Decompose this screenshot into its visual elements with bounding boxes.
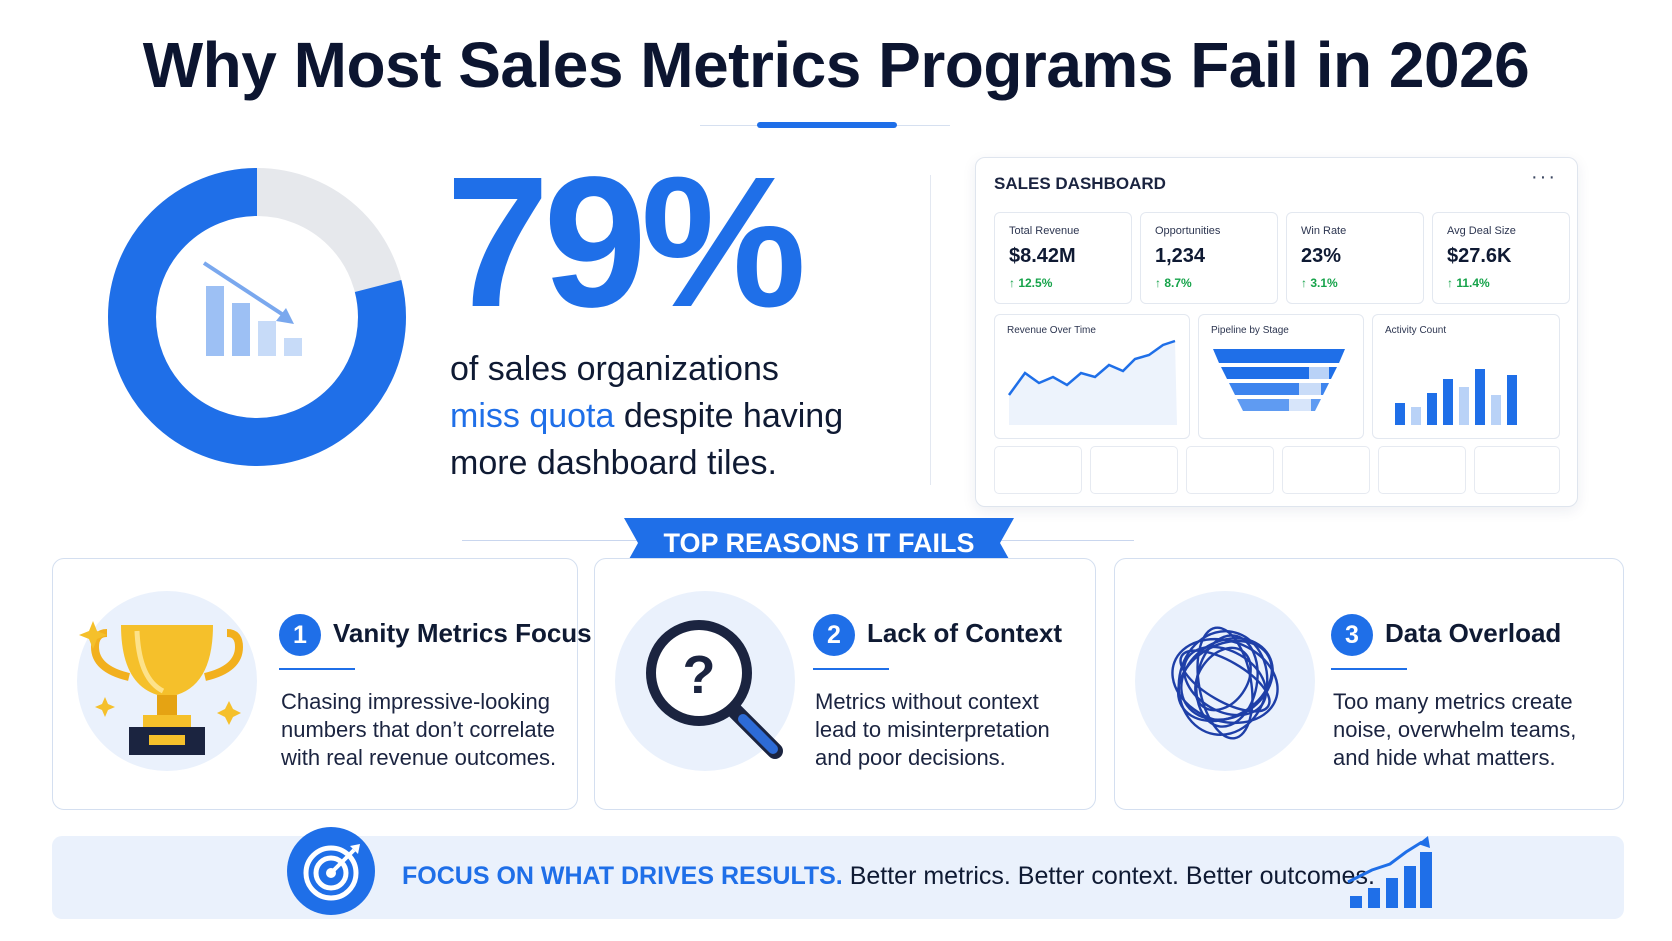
reason-description: Chasing impressive-looking numbers that … [281,689,557,770]
hero-line-3: more dashboard tiles. [450,444,777,482]
reason-description: Too many metrics create noise, overwhelm… [1333,689,1577,770]
reason-title-underline [1331,668,1407,670]
panel-label: Pipeline by Stage [1211,325,1289,336]
panel-label: Activity Count [1385,325,1447,336]
footer-message-rest: Better metrics. Better context. Better o… [842,862,1375,890]
more-options-icon: ··· [1531,166,1557,188]
reason-title: Data Overload [1385,618,1562,648]
trophy-icon [77,591,257,771]
hero-line-2-rest: despite having [614,397,844,435]
kpi-delta: ↑ 3.1% [1301,276,1338,290]
stat-donut [108,168,406,466]
kpi-value: 23% [1301,245,1342,267]
kpi-label: Avg Deal Size [1447,225,1516,237]
svg-text:?: ? [683,645,716,705]
sales-dashboard-mockup: SALES DASHBOARD ··· Total Revenue $8.42M… [975,157,1578,507]
kpi-label: Win Rate [1301,225,1347,237]
kpi-card: Win Rate 23% ↑ 3.1% [1286,212,1424,304]
panel-label: Revenue Over Time [1007,325,1096,336]
tangle-icon [1135,591,1315,771]
dashboard-title: SALES DASHBOARD [994,174,1166,193]
line-chart-icon [1007,339,1177,425]
reason-title-underline [813,668,889,670]
reason-title: Vanity Metrics Focus [333,618,592,648]
kpi-delta: ↑ 11.4% [1447,276,1490,290]
reason-description: Metrics without context lead to misinter… [815,689,1050,770]
kpi-value: $8.42M [1009,245,1076,267]
kpi-label: Total Revenue [1009,225,1080,237]
mini-sparkline-tile [1090,446,1178,494]
growth-chart-icon [1347,836,1432,908]
mini-sparkline-tile [1378,446,1466,494]
reason-title-underline [279,668,355,670]
mini-sparkline-tile [1282,446,1370,494]
kpi-delta: ↑ 8.7% [1155,276,1192,290]
footer-message: FOCUS ON WHAT DRIVES RESULTS. Better met… [402,862,1375,891]
kpi-card: Total Revenue $8.42M ↑ 12.5% [994,212,1132,304]
activity-count-panel: Activity Count [1372,314,1560,439]
mini-sparkline-tile [1186,446,1274,494]
kpi-delta: ↑ 12.5% [1009,276,1053,290]
page-title: Why Most Sales Metrics Programs Fail in … [142,29,1530,101]
reason-number-badge: 2 [813,614,855,656]
title-accent-bar [757,122,897,128]
kpi-label: Opportunities [1155,225,1221,237]
section-ribbon [624,518,1014,568]
kpi-value: 1,234 [1155,245,1206,267]
reason-card: 1 Vanity Metrics Focus Chasing impressiv… [52,558,592,810]
pipeline-by-stage-panel: Pipeline by Stage [1198,314,1364,439]
hero-description: of sales organizations miss quota despit… [450,346,920,487]
funnel-icon [1213,349,1345,411]
hero-line-2: miss quota despite having [450,393,920,440]
hero-divider [930,175,931,485]
magnifier-question-icon: ? [615,591,795,771]
target-icon [287,827,375,915]
kpi-card: Avg Deal Size $27.6K ↑ 11.4% [1432,212,1570,304]
mini-sparkline-tile [994,446,1082,494]
section-heading: TOP REASONS IT FAILS [663,528,975,558]
hero-highlight: miss quota [450,397,615,435]
reason-card: 3 Data Overload Too many metrics create … [1114,558,1624,810]
kpi-card: Opportunities 1,234 ↑ 8.7% [1140,212,1278,304]
mini-sparkline-tile [1474,446,1560,494]
hero-stat: 79% [446,139,806,346]
reason-title: Lack of Context [867,618,1063,648]
declining-chart-icon [202,261,302,356]
kpi-value: $27.6K [1447,245,1512,267]
reason-number-badge: 3 [1331,614,1373,656]
reason-card: ? 2 Lack of Context Metrics without cont… [594,558,1096,810]
bar-chart-icon [1395,369,1517,425]
hero-line-1: of sales organizations [450,350,779,388]
footer-message-strong: FOCUS ON WHAT DRIVES RESULTS. [402,862,843,890]
revenue-over-time-panel: Revenue Over Time [994,314,1190,439]
reason-number-badge: 1 [279,614,321,656]
